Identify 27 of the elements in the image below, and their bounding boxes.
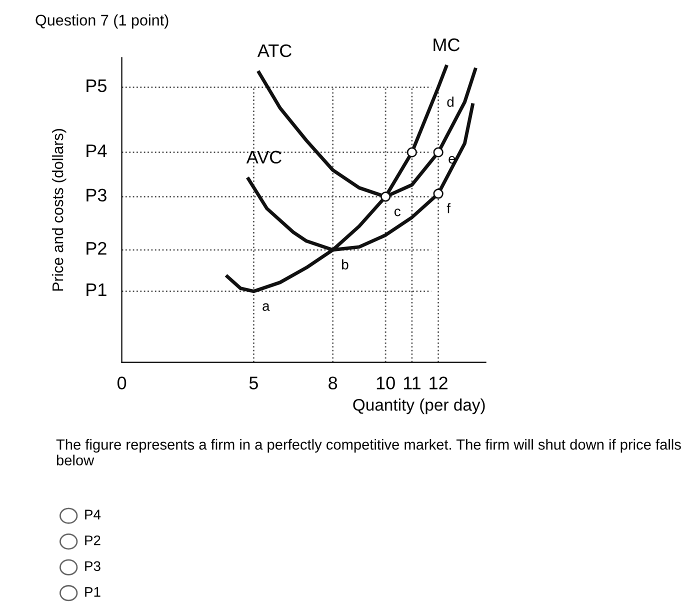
annotation: b (342, 259, 348, 270)
series-label: MC (434, 38, 460, 52)
x-tick-label: 0 (117, 376, 126, 390)
chart-title: Question 7 (1 point) (36, 14, 168, 29)
ref-line-label: P4 (86, 144, 107, 157)
text: P3 (85, 561, 100, 572)
ref-line-label: P1 (86, 284, 106, 296)
annotation: c (394, 208, 400, 216)
annotation: f (446, 203, 451, 214)
x-tick-label: 5 (249, 376, 258, 390)
x-tick-label: 10 (376, 376, 395, 390)
text: The figure represents a firm in a perfectly competitive market. The firm will shut down if price falls below (56, 439, 681, 466)
x-tick-label: 11 (404, 376, 420, 390)
annotation: d (447, 96, 454, 107)
text: P1 (85, 587, 100, 597)
ref-line-label: P3 (86, 188, 106, 202)
text: P2 (85, 535, 100, 546)
series-label: ATC (257, 44, 292, 58)
y-axis-title: Price and costs (dollars) (52, 128, 66, 291)
annotation: a (262, 303, 270, 311)
ref-line-label: P5 (86, 80, 106, 92)
ref-line-label: P2 (86, 242, 106, 255)
x-axis-title: Quantity (per day) (353, 398, 485, 414)
series-label: AVC (246, 150, 282, 164)
text: P4 (85, 510, 101, 520)
x-tick-label: 12 (430, 376, 448, 390)
x-tick-label: 8 (328, 376, 338, 390)
